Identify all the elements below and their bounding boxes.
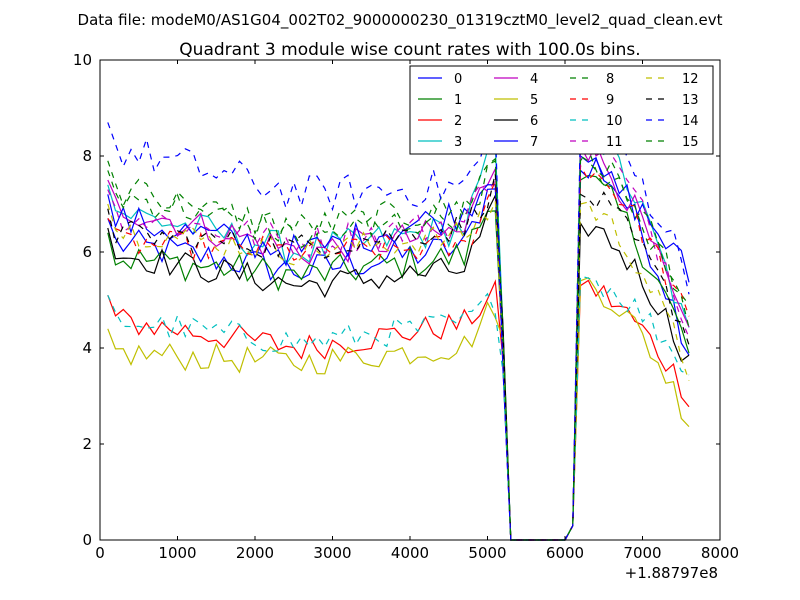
series-line-4 — [107, 141, 690, 541]
legend-label-11: 11 — [606, 135, 623, 150]
series-line-8 — [107, 154, 690, 541]
series-line-6 — [107, 193, 690, 541]
legend-label-8: 8 — [606, 72, 614, 87]
series-line-0 — [107, 154, 690, 541]
y-tick-label: 8 — [82, 147, 92, 165]
legend-label-12: 12 — [682, 72, 699, 87]
legend-label-14: 14 — [682, 114, 699, 129]
y-tick-label: 4 — [82, 339, 92, 357]
series-line-1 — [107, 174, 690, 541]
y-tick-label: 6 — [82, 243, 92, 261]
legend-label-3: 3 — [454, 135, 462, 150]
legend-label-5: 5 — [530, 93, 538, 108]
x-tick-label: 7000 — [623, 544, 661, 562]
x-tick-label: 2000 — [236, 544, 274, 562]
series-line-5 — [107, 276, 690, 541]
x-offset-label: +1.88797e8 — [625, 564, 718, 582]
legend-box — [409, 65, 714, 155]
legend-label-2: 2 — [454, 114, 462, 129]
legend-label-10: 10 — [606, 114, 623, 129]
chart-title: Quadrant 3 module wise count rates with … — [179, 40, 640, 60]
y-tick-label: 2 — [82, 435, 92, 453]
series-line-7 — [107, 157, 690, 541]
y-tick-label: 0 — [82, 531, 92, 549]
legend-label-9: 9 — [606, 93, 614, 108]
legend-label-6: 6 — [530, 114, 538, 129]
series-line-12 — [107, 201, 690, 541]
series-line-10 — [107, 275, 690, 541]
series-lines — [107, 118, 690, 541]
x-tick-label: 0 — [95, 544, 105, 562]
legend-label-0: 0 — [454, 72, 462, 87]
legend-label-15: 15 — [682, 135, 699, 150]
legend-label-13: 13 — [682, 93, 699, 108]
series-line-13 — [107, 173, 690, 541]
data-file-suptitle: Data file: modeM0/AS1G04_002T02_90000002… — [78, 11, 723, 30]
series-line-9 — [107, 163, 690, 541]
series-line-15 — [107, 147, 690, 541]
x-tick-label: 4000 — [391, 544, 429, 562]
x-tick-label: 6000 — [546, 544, 584, 562]
legend-label-7: 7 — [530, 135, 538, 150]
legend-label-4: 4 — [530, 72, 538, 87]
legend-label-1: 1 — [454, 93, 462, 108]
y-tick-label: 10 — [73, 51, 92, 69]
x-tick-label: 8000 — [701, 544, 739, 562]
series-line-11 — [107, 126, 690, 541]
x-tick-label: 5000 — [468, 544, 506, 562]
x-tick-label: 1000 — [158, 544, 196, 562]
x-tick-label: 3000 — [313, 544, 351, 562]
